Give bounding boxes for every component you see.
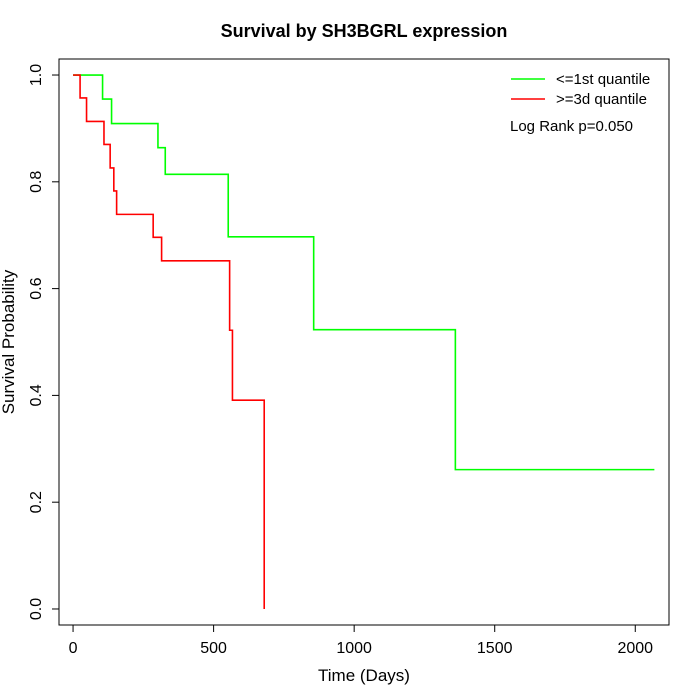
x-axis: 0 500 1000 1500 2000 <box>69 624 653 657</box>
x-axis-title: Time (Days) <box>318 666 410 685</box>
chart-title: Survival by SH3BGRL expression <box>221 21 508 41</box>
x-tick-label: 1000 <box>336 640 372 657</box>
legend-label: >=3d quantile <box>556 91 647 108</box>
y-tick-label: 0.2 <box>28 491 45 513</box>
survival-curves <box>73 74 655 609</box>
x-tick-label: 500 <box>200 640 227 657</box>
legend: <=1st quantile >=3d quantile <box>511 71 650 108</box>
y-tick-label: 0.4 <box>28 384 45 406</box>
survival-curve-2 <box>73 74 266 609</box>
y-tick-label: 0.6 <box>28 277 45 299</box>
y-tick-label: 0.0 <box>28 598 45 620</box>
y-axis-title: Survival Probability <box>0 269 18 414</box>
survival-curve-1 <box>73 74 655 471</box>
x-tick-label: 0 <box>69 640 78 657</box>
y-axis: 0.0 0.2 0.4 0.6 0.8 1.0 <box>28 64 60 620</box>
x-tick-label: 1500 <box>477 640 513 657</box>
legend-label: <=1st quantile <box>556 71 650 88</box>
x-tick-label: 2000 <box>617 640 653 657</box>
log-rank-annotation: Log Rank p=0.050 <box>510 118 633 135</box>
y-tick-label: 0.8 <box>28 171 45 193</box>
y-tick-label: 1.0 <box>28 64 45 86</box>
